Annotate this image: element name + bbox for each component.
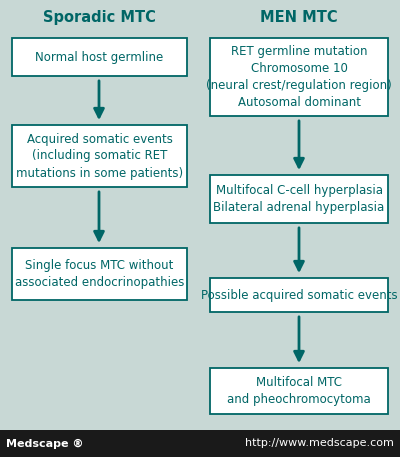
Text: RET germline mutation
Chromosome 10
(neural crest/regulation region)
Autosomal d: RET germline mutation Chromosome 10 (neu… (206, 45, 392, 109)
Bar (12, 248, 187, 300)
Text: Multifocal MTC
and pheochromocytoma: Multifocal MTC and pheochromocytoma (227, 376, 371, 406)
Bar (0, 430, 400, 457)
Text: Acquired somatic events
(including somatic RET
mutations in some patients): Acquired somatic events (including somat… (16, 133, 183, 180)
Text: Sporadic MTC: Sporadic MTC (42, 10, 156, 25)
Bar (210, 278, 388, 312)
Text: MEN MTC: MEN MTC (260, 10, 338, 25)
Text: Normal host germline: Normal host germline (35, 51, 164, 64)
Bar (210, 368, 388, 414)
Bar (12, 125, 187, 187)
Text: Multifocal C-cell hyperplasia
Bilateral adrenal hyperplasia: Multifocal C-cell hyperplasia Bilateral … (213, 184, 385, 214)
Bar (0, 430, 400, 432)
Bar (210, 38, 388, 116)
Text: http://www.medscape.com: http://www.medscape.com (245, 439, 394, 448)
Text: Possible acquired somatic events: Possible acquired somatic events (201, 288, 397, 302)
Text: Single focus MTC without
associated endocrinopathies: Single focus MTC without associated endo… (15, 259, 184, 289)
Text: Medscape ®: Medscape ® (6, 438, 84, 448)
Bar (210, 175, 388, 223)
Bar (12, 38, 187, 76)
